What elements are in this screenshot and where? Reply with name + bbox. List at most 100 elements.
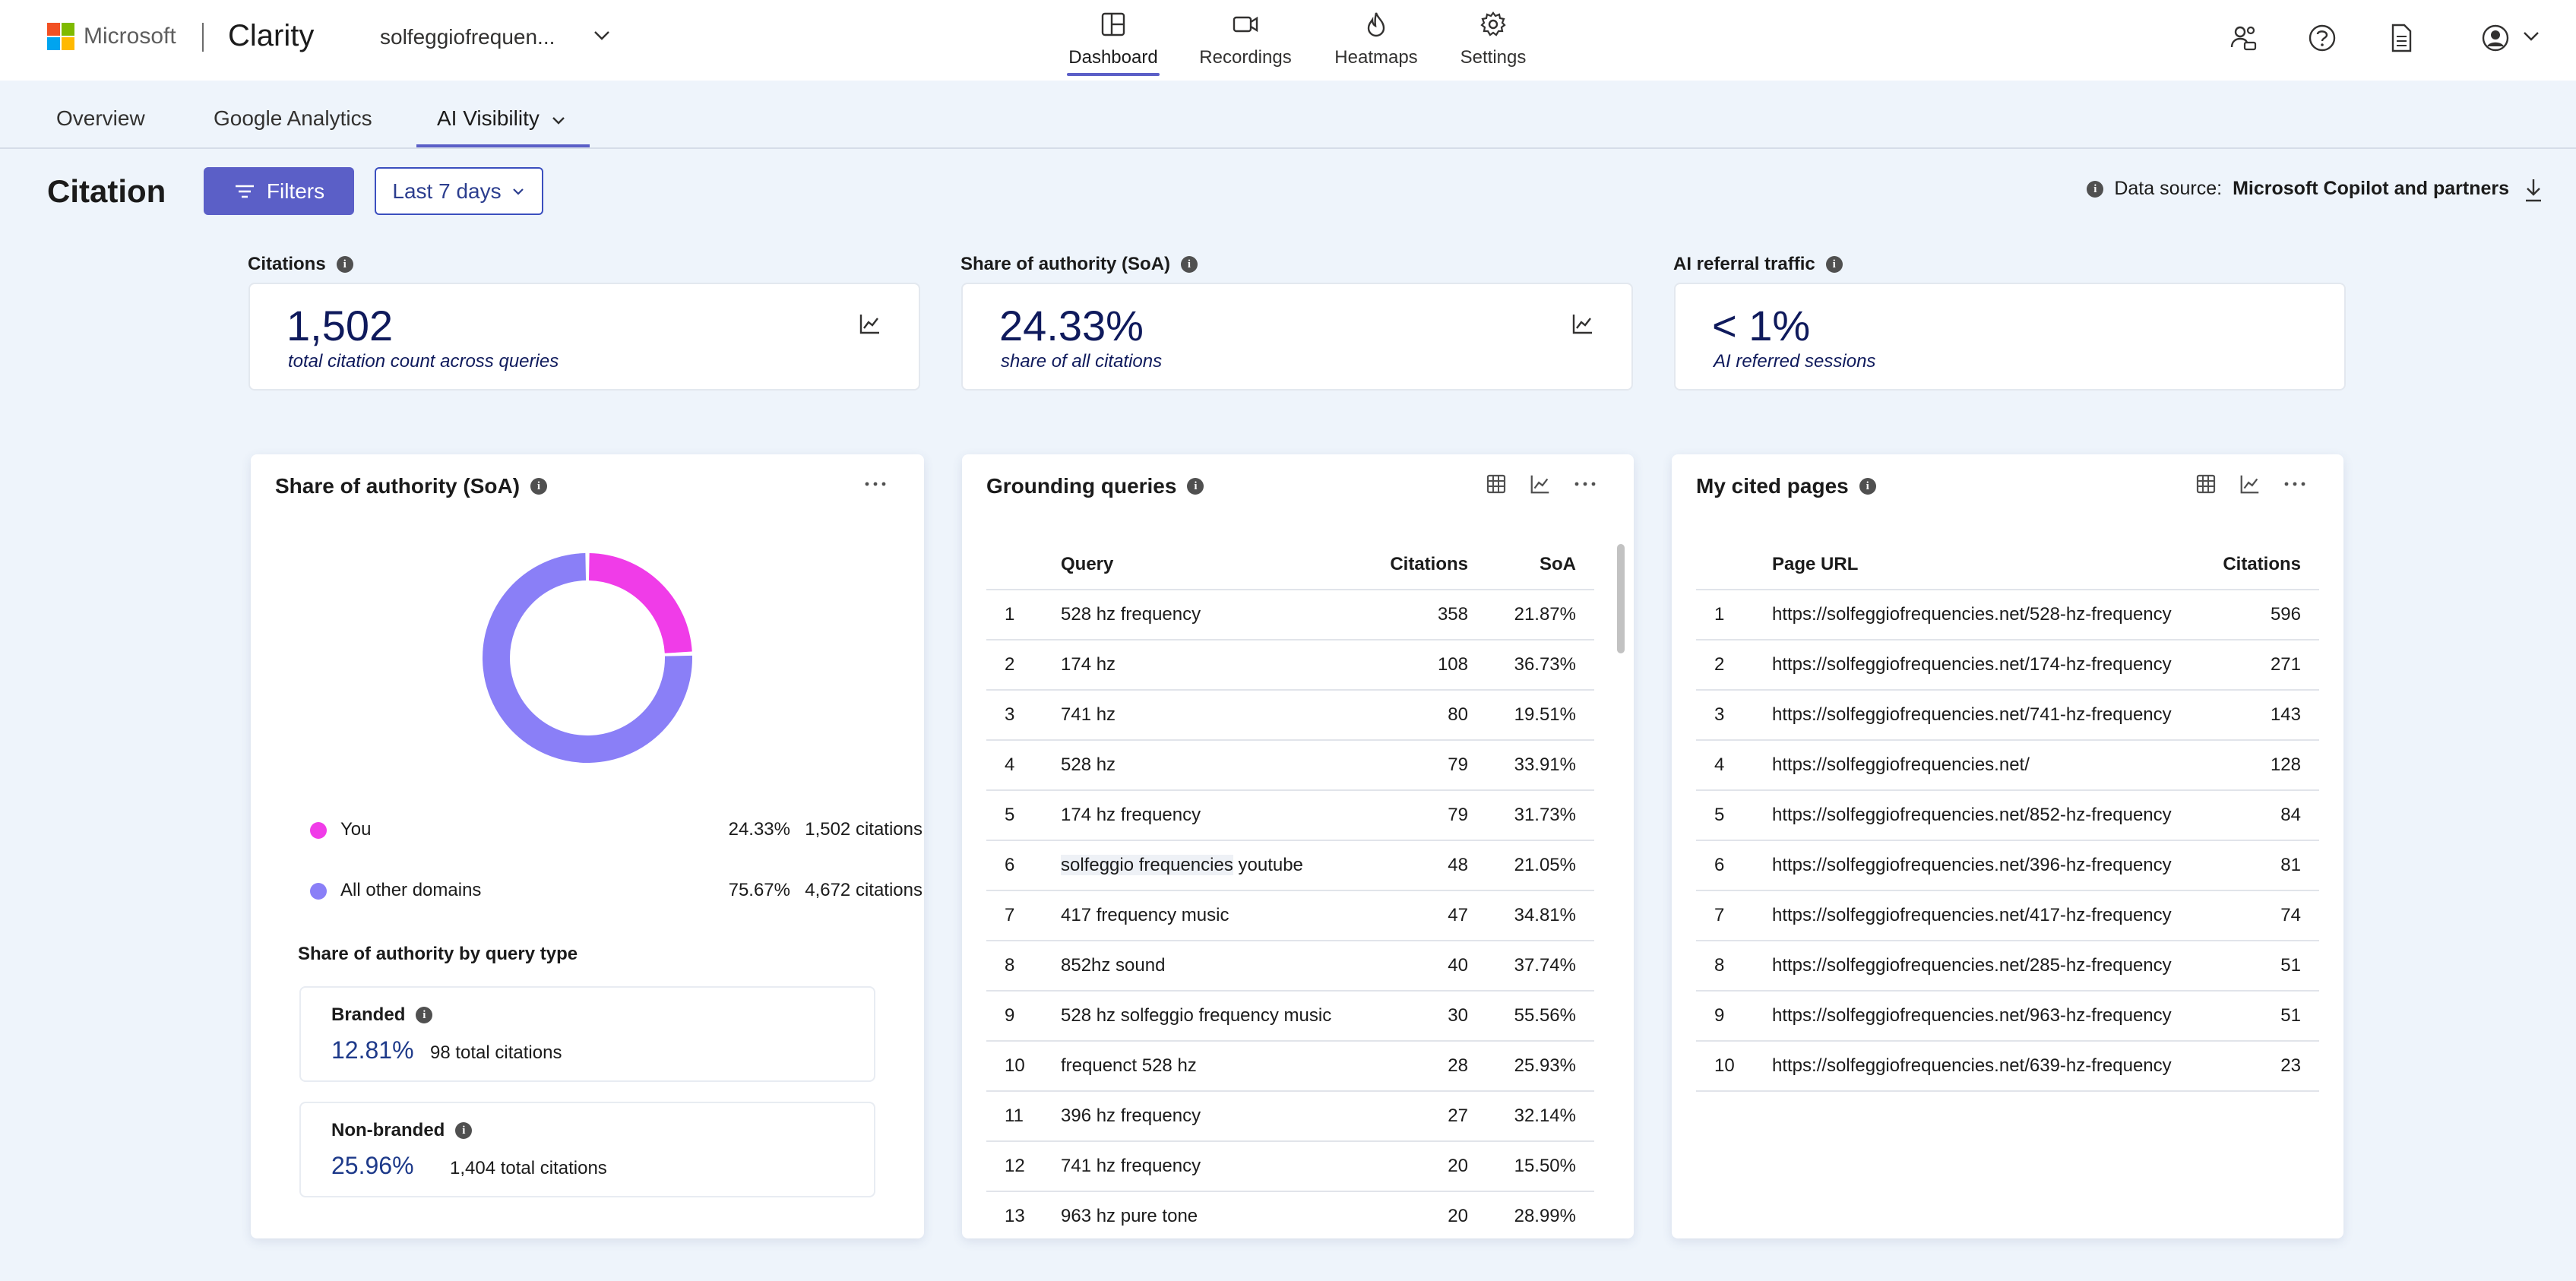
document-icon[interactable]	[2385, 21, 2418, 55]
page-url-cell[interactable]: https://solfeggiofrequencies.net/741-hz-…	[1772, 690, 2198, 741]
table-row[interactable]: 11 396 hz frequency 27 32.14%	[986, 1091, 1594, 1142]
query-text: youtube	[1233, 855, 1303, 875]
trend-chart-icon[interactable]	[1529, 473, 1552, 495]
kpi-label-text: AI referral traffic	[1673, 254, 1815, 274]
info-icon[interactable]: i	[455, 1122, 473, 1139]
tab-google-analytics[interactable]: Google Analytics	[214, 106, 372, 130]
cited-pages-table: Page URL Citations 1 https://solfeggiofre…	[1696, 539, 2319, 1092]
page-url-cell[interactable]: https://solfeggiofrequencies.net/528-hz-…	[1772, 590, 2198, 640]
info-icon[interactable]: i	[2087, 180, 2104, 198]
info-icon[interactable]: i	[1187, 478, 1204, 495]
table-view-icon[interactable]	[1485, 473, 1508, 495]
info-icon[interactable]: i	[1859, 478, 1876, 495]
nav-dashboard[interactable]: Dashboard	[1067, 6, 1160, 76]
table-row[interactable]: 8 https://solfeggiofrequencies.net/285-hz…	[1696, 941, 2319, 992]
page-url-cell[interactable]: https://solfeggiofrequencies.net/285-hz-…	[1772, 941, 2198, 992]
info-icon[interactable]: i	[336, 256, 353, 273]
project-selector[interactable]: solfeggiofrequen...	[380, 25, 555, 49]
table-row[interactable]: 2 https://solfeggiofrequencies.net/174-hz…	[1696, 640, 2319, 691]
page-url-cell[interactable]: https://solfeggiofrequencies.net/417-hz-…	[1772, 890, 2198, 941]
table-row[interactable]: 9 528 hz solfeggio frequency music 30 55.56…	[986, 991, 1594, 1042]
help-icon[interactable]	[2305, 21, 2339, 55]
filters-button[interactable]: Filters	[204, 167, 354, 215]
microsoft-logo[interactable]: Microsoft	[47, 23, 176, 50]
kpi-card-citations: 1,502 total citation count across querie…	[248, 283, 920, 391]
account-icon[interactable]	[2479, 21, 2512, 55]
row-index: 11	[986, 1091, 1061, 1142]
nav-heatmaps[interactable]: Heatmaps	[1330, 6, 1422, 68]
table-row[interactable]: 13 963 hz pure tone 20 28.99%	[986, 1191, 1594, 1238]
table-row[interactable]: 8 852hz sound 40 37.74%	[986, 941, 1594, 992]
page-url-cell[interactable]: https://solfeggiofrequencies.net/396-hz-…	[1772, 840, 2198, 891]
query-type-pct: 25.96%	[331, 1152, 414, 1179]
download-icon[interactable]	[2521, 176, 2546, 204]
page-url-cell[interactable]: https://solfeggiofrequencies.net/963-hz-…	[1772, 991, 2198, 1042]
nav-recordings[interactable]: Recordings	[1199, 6, 1292, 68]
nav-settings[interactable]: Settings	[1447, 6, 1540, 68]
table-row[interactable]: 1 https://solfeggiofrequencies.net/528-hz…	[1696, 590, 2319, 640]
table-row[interactable]: 1 528 hz frequency 358 21.87%	[986, 590, 1594, 640]
trend-chart-icon[interactable]	[858, 312, 882, 336]
panel-actions	[863, 473, 888, 495]
table-row[interactable]: 3 https://solfeggiofrequencies.net/741-hz…	[1696, 690, 2319, 741]
query-type-count: 1,404 total citations	[450, 1158, 607, 1178]
column-header-citations[interactable]: Citations	[2198, 539, 2319, 590]
table-row[interactable]: 7 417 frequency music 47 34.81%	[986, 890, 1594, 941]
query-cell: 741 hz frequency	[1061, 1141, 1359, 1192]
page-url-cell[interactable]: https://solfeggiofrequencies.net/174-hz-…	[1772, 640, 2198, 691]
page-url-cell[interactable]: https://solfeggiofrequencies.net/	[1772, 740, 2198, 791]
table-row[interactable]: 9 https://solfeggiofrequencies.net/963-hz…	[1696, 991, 2319, 1042]
data-source-prefix: Data source:	[2114, 178, 2223, 199]
table-view-icon[interactable]	[2195, 473, 2217, 495]
info-icon[interactable]: i	[1181, 256, 1198, 273]
tab-overview[interactable]: Overview	[56, 106, 145, 130]
table-row[interactable]: 7 https://solfeggiofrequencies.net/417-hz…	[1696, 890, 2319, 941]
scrollbar[interactable]	[1617, 544, 1625, 653]
table-row[interactable]: 6 https://solfeggiofrequencies.net/396-hz…	[1696, 840, 2319, 891]
table-row[interactable]: 6 solfeggio frequencies youtube 48 21.05%	[986, 840, 1594, 891]
table-row[interactable]: 2 174 hz 108 36.73%	[986, 640, 1594, 691]
donut-slice-you[interactable]	[588, 553, 692, 654]
info-icon[interactable]: i	[530, 478, 548, 495]
info-icon[interactable]: i	[416, 1007, 433, 1023]
date-range-select[interactable]: Last 7 days	[375, 167, 543, 215]
row-index: 7	[986, 890, 1061, 941]
table-row[interactable]: 4 https://solfeggiofrequencies.net/128	[1696, 740, 2319, 791]
table-row[interactable]: 10 frequenct 528 hz 28 25.93%	[986, 1041, 1594, 1092]
column-header-citations[interactable]: Citations	[1359, 539, 1479, 590]
column-header-page-url[interactable]: Page URL	[1772, 539, 2198, 590]
filter-icon	[235, 185, 254, 198]
trend-chart-icon[interactable]	[2239, 473, 2261, 495]
page-url-cell[interactable]: https://solfeggiofrequencies.net/852-hz-…	[1772, 790, 2198, 841]
chevron-down-icon[interactable]	[2520, 24, 2543, 47]
donut-slice-other-domains[interactable]	[483, 553, 692, 763]
grounding-queries-panel: Grounding queries i Query Citations SoA …	[962, 454, 1634, 1238]
more-options-icon[interactable]	[1573, 473, 1597, 495]
table-row[interactable]: 5 174 hz frequency 79 31.73%	[986, 790, 1594, 841]
product-name[interactable]: Clarity	[228, 19, 315, 52]
legend-count: 4,672 citations	[805, 880, 922, 900]
citations-cell: 271	[2198, 640, 2319, 691]
people-icon[interactable]	[2226, 21, 2260, 55]
column-header-soa[interactable]: SoA	[1479, 539, 1594, 590]
citations-cell: 74	[2198, 890, 2319, 941]
table-row[interactable]: 10 https://solfeggiofrequencies.net/639-h…	[1696, 1041, 2319, 1092]
page-url-cell[interactable]: https://solfeggiofrequencies.net/639-hz-…	[1772, 1041, 2198, 1092]
trend-chart-icon[interactable]	[1571, 312, 1595, 336]
chevron-down-icon[interactable]	[591, 24, 612, 46]
table-row[interactable]: 5 https://solfeggiofrequencies.net/852-hz…	[1696, 790, 2319, 841]
citations-cell: 23	[2198, 1041, 2319, 1092]
row-index: 2	[986, 640, 1061, 691]
info-icon[interactable]: i	[1825, 256, 1843, 273]
table-row[interactable]: 3 741 hz 80 19.51%	[986, 690, 1594, 741]
column-header-query[interactable]: Query	[1061, 539, 1359, 590]
query-type-title-text: Branded	[331, 1004, 406, 1025]
tab-ai-visibility[interactable]: AI Visibility	[437, 106, 567, 131]
query-cell: 174 hz	[1061, 640, 1359, 691]
table-row[interactable]: 4 528 hz 79 33.91%	[986, 740, 1594, 791]
more-options-icon[interactable]	[2283, 473, 2307, 495]
kpi-sub: total citation count across queries	[288, 351, 559, 372]
table-row[interactable]: 12 741 hz frequency 20 15.50%	[986, 1141, 1594, 1192]
more-options-icon[interactable]	[863, 473, 888, 495]
query-cell: frequenct 528 hz	[1061, 1041, 1359, 1092]
